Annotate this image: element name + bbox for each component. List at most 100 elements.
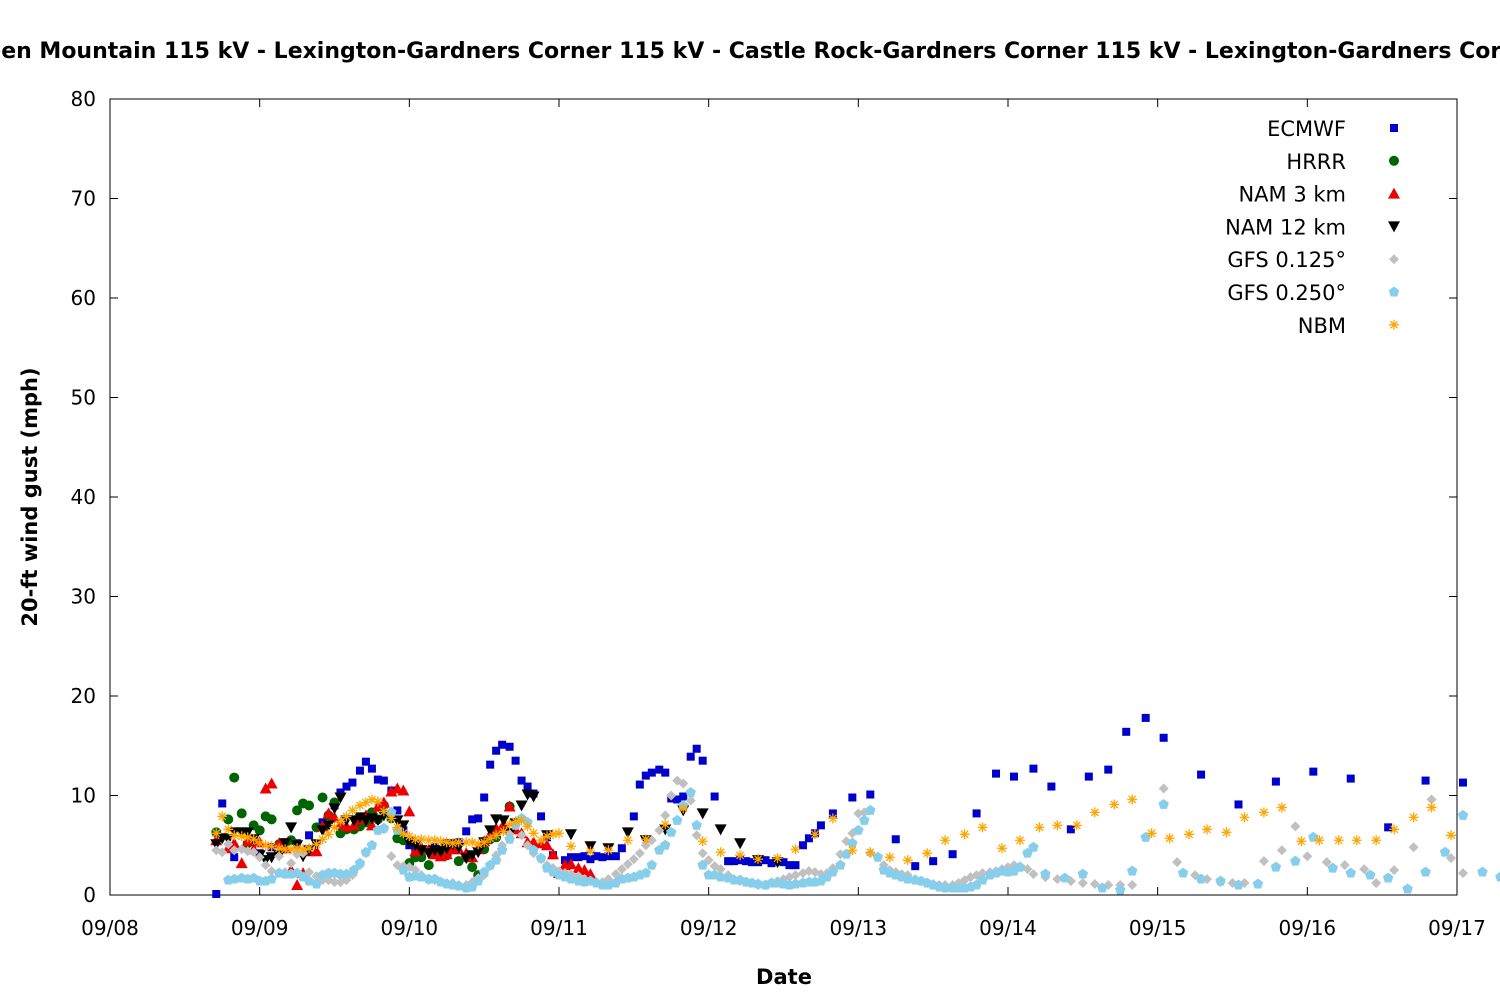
data-point <box>386 851 397 862</box>
data-point <box>660 810 671 821</box>
data-point <box>1321 857 1332 868</box>
data-point <box>265 777 278 789</box>
data-point <box>977 874 988 885</box>
data-point <box>1104 765 1113 774</box>
data-point <box>223 839 234 850</box>
data-point <box>347 805 358 816</box>
data-point <box>360 797 371 808</box>
data-point <box>1184 829 1195 840</box>
data-point <box>485 833 496 844</box>
data-point <box>647 768 656 777</box>
data-point <box>617 844 626 853</box>
data-point <box>1172 857 1183 868</box>
data-point <box>260 840 271 851</box>
data-point <box>354 800 365 811</box>
data-point <box>640 867 652 878</box>
data-point <box>710 792 719 801</box>
data-point <box>866 790 875 799</box>
data-point <box>218 799 227 808</box>
data-point <box>621 827 634 839</box>
x-tick-label: 09/11 <box>530 916 588 940</box>
data-point <box>992 769 1001 778</box>
data-point <box>790 870 801 881</box>
data-point <box>474 814 483 823</box>
data-point <box>666 826 677 837</box>
data-points <box>210 713 1500 899</box>
data-point <box>280 844 291 855</box>
data-point <box>1029 764 1038 773</box>
data-point <box>735 850 746 861</box>
data-point <box>342 782 351 791</box>
data-point <box>392 822 403 833</box>
data-point <box>660 839 671 850</box>
data-point <box>604 852 613 861</box>
data-point <box>1066 825 1075 834</box>
legend-marker <box>1388 286 1400 297</box>
data-point <box>484 825 497 837</box>
data-point <box>1239 812 1250 823</box>
data-point <box>1047 782 1056 791</box>
data-point <box>598 853 607 862</box>
data-point <box>217 847 228 858</box>
data-point <box>254 838 265 849</box>
data-point <box>1158 798 1169 809</box>
data-point <box>423 860 434 871</box>
data-point <box>317 834 328 845</box>
data-point <box>435 836 446 847</box>
data-point <box>1359 864 1370 875</box>
data-point <box>809 829 820 840</box>
data-point <box>940 835 951 846</box>
data-point <box>472 875 484 886</box>
data-point <box>230 853 239 862</box>
data-point <box>498 740 507 749</box>
data-point <box>646 859 658 870</box>
data-point <box>298 844 309 855</box>
data-point <box>274 843 285 854</box>
data-point <box>1346 774 1355 783</box>
data-point <box>1059 872 1071 883</box>
data-point <box>1408 812 1419 823</box>
data-point <box>827 866 839 877</box>
data-point <box>1221 827 1232 838</box>
data-point <box>566 853 575 862</box>
data-point <box>865 847 876 858</box>
data-point <box>217 811 228 822</box>
data-point <box>679 792 688 801</box>
data-point <box>761 856 770 865</box>
data-point <box>790 878 801 889</box>
data-point <box>441 837 452 848</box>
data-point <box>816 821 825 830</box>
data-point <box>586 855 595 864</box>
data-point <box>210 839 223 851</box>
data-point <box>429 835 440 846</box>
data-point <box>1333 835 1344 846</box>
data-point <box>1052 820 1063 831</box>
y-tick-label: 0 <box>83 883 96 907</box>
data-point <box>1402 883 1413 894</box>
data-point <box>329 877 340 888</box>
legend-label: NAM 3 km <box>1238 183 1346 207</box>
data-point <box>329 822 340 833</box>
data-point <box>1271 777 1280 786</box>
data-point <box>403 805 416 817</box>
data-point <box>305 831 314 840</box>
legend-label: HRRR <box>1286 150 1346 174</box>
data-point <box>517 776 526 785</box>
data-point <box>254 825 265 836</box>
data-point <box>468 815 477 824</box>
y-tick-label: 10 <box>71 784 96 808</box>
data-point <box>1028 869 1039 880</box>
data-point <box>1290 821 1301 832</box>
data-point <box>779 858 788 867</box>
data-point <box>791 861 800 870</box>
y-axis: 0 10 20 30 40 50 60 70 80 <box>71 87 1457 907</box>
data-point <box>460 853 473 865</box>
data-point <box>1314 835 1325 846</box>
data-point <box>1140 831 1151 842</box>
data-point <box>496 844 508 855</box>
legend-marker <box>1389 254 1399 265</box>
data-point <box>574 853 583 862</box>
data-point <box>466 850 479 862</box>
data-point <box>386 813 397 824</box>
data-point <box>678 778 689 789</box>
